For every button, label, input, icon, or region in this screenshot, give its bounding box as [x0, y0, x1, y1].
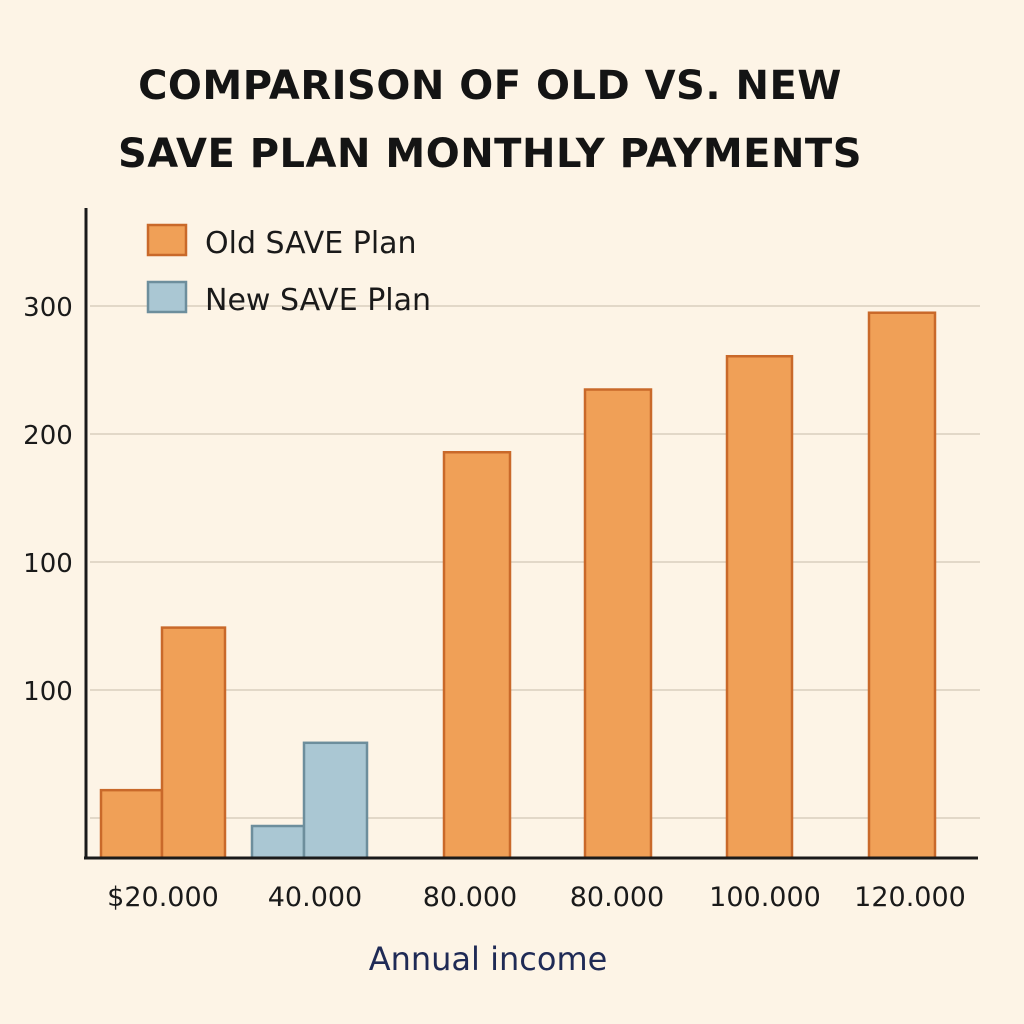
bar-1-old: [160, 626, 227, 860]
legend-label-0: Old SAVE Plan: [205, 226, 417, 261]
bar-2-new: [250, 824, 306, 860]
x-tick-label-0: $20.000: [107, 882, 219, 913]
grid-lines: [90, 305, 980, 819]
legend-swatch-0: [146, 223, 188, 257]
y-tick-label-1: 100: [23, 549, 73, 579]
x-tick-label-2: 80.000: [423, 882, 517, 913]
bar-0-old: [99, 788, 164, 860]
legend-label-1: New SAVE Plan: [205, 283, 431, 318]
legend: Old SAVE Plan New SAVE Plan: [146, 223, 431, 318]
bar-5-old: [583, 388, 653, 860]
chart-title: COMPARISON OF OLD VS. NEW SAVE PLAN MONT…: [0, 52, 980, 188]
x-axis-label: Annual income: [369, 940, 608, 978]
bar-3-new: [302, 741, 369, 860]
y-tick-label-2: 200: [23, 421, 73, 451]
bar-6-old: [725, 354, 794, 860]
x-tick-labels: $20.000 40.000 80.000 80.000 100.000 120.000: [107, 882, 966, 913]
bar-4-old: [442, 450, 512, 860]
x-tick-label-5: 120.000: [854, 882, 966, 913]
legend-swatch-1: [146, 280, 188, 314]
x-tick-label-4: 100.000: [709, 882, 821, 913]
bars: [99, 311, 937, 860]
chart-title-line-1: COMPARISON OF OLD VS. NEW: [138, 63, 842, 109]
x-tick-label-3: 80.000: [570, 882, 664, 913]
bar-7-old: [867, 311, 937, 860]
y-tick-labels: 100 100 200 300: [23, 293, 73, 707]
x-tick-label-1: 40.000: [268, 882, 362, 913]
y-tick-label-0: 100: [23, 677, 73, 707]
chart-title-line-2: SAVE PLAN MONTHLY PAYMENTS: [117, 131, 863, 177]
y-tick-label-3: 300: [23, 293, 73, 323]
